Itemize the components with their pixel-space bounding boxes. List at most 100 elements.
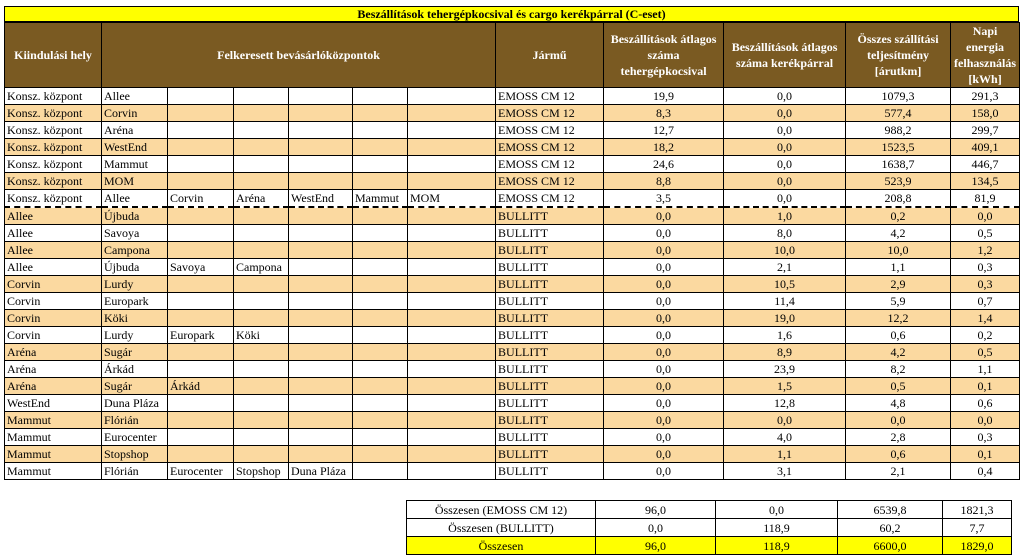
cell-c2 [167, 87, 234, 105]
cell-c5 [352, 121, 408, 139]
cell-energy: 0,5 [950, 224, 1021, 242]
cell-c2 [167, 138, 234, 156]
cell-origin: WestEnd [4, 394, 102, 412]
cell-c1: Sugár [101, 377, 168, 395]
cell-c3: Aréna [233, 189, 289, 208]
cell-c3 [233, 172, 289, 190]
totals-cell-perf: 60,2 [837, 518, 943, 537]
cell-c4 [288, 87, 353, 105]
cell-c5 [352, 445, 408, 463]
cell-perf: 1638,7 [845, 155, 952, 173]
cell-vehicle: BULLITT [495, 309, 605, 327]
cell-energy: 0,1 [950, 377, 1021, 395]
cell-c5 [352, 258, 408, 276]
cell-c6 [406, 428, 497, 446]
cell-c4 [288, 224, 353, 242]
cell-c1: Sugár [101, 343, 168, 361]
cell-c6 [406, 172, 497, 190]
cell-c1: Lurdy [101, 275, 168, 293]
cell-c1: Savoya [101, 224, 168, 242]
cell-c6 [406, 343, 497, 361]
cell-c5 [352, 155, 408, 173]
cell-vehicle: BULLITT [495, 445, 605, 463]
cell-truck: 0,0 [603, 411, 725, 429]
cell-bike: 1,0 [723, 206, 847, 225]
table-row: Aréna Árkád BULLITT 0,0 23,9 8,2 1,1 [4, 360, 1021, 378]
cell-c3 [233, 360, 289, 378]
table-row: Aréna Sugár BULLITT 0,0 8,9 4,2 0,5 [4, 343, 1021, 361]
cell-bike: 1,1 [723, 445, 847, 463]
cell-perf: 1079,3 [845, 87, 952, 105]
cell-c5 [352, 275, 408, 293]
cell-c5 [352, 104, 408, 122]
cell-bike: 0,0 [723, 172, 847, 190]
cell-c3 [233, 87, 289, 105]
cell-truck: 0,0 [603, 462, 725, 480]
cell-perf: 577,4 [845, 104, 952, 122]
cell-c2: Árkád [167, 377, 234, 395]
cell-c1: Mammut [101, 155, 168, 173]
cell-c1: MOM [101, 172, 168, 190]
cell-c5 [352, 462, 408, 480]
cell-c6 [406, 258, 497, 276]
cell-bike: 4,0 [723, 428, 847, 446]
cell-vehicle: BULLITT [495, 394, 605, 412]
cell-c5 [352, 172, 408, 190]
cell-c1: Stopshop [101, 445, 168, 463]
cell-origin: Aréna [4, 343, 102, 361]
totals-cell-energy: 1821,3 [942, 500, 1012, 519]
cell-truck: 0,0 [603, 343, 725, 361]
cell-energy: 0,0 [950, 411, 1021, 429]
cell-vehicle: BULLITT [495, 428, 605, 446]
cell-energy: 291,3 [950, 87, 1021, 105]
cell-c1: Lurdy [101, 326, 168, 344]
cell-origin: Aréna [4, 377, 102, 395]
table-row: Corvin Europark BULLITT 0,0 11,4 5,9 0,7 [4, 292, 1021, 310]
cell-c4 [288, 172, 353, 190]
table-row: Allee Savoya BULLITT 0,0 8,0 4,2 0,5 [4, 224, 1021, 242]
cell-vehicle: EMOSS CM 12 [495, 87, 605, 105]
cell-c6 [406, 462, 497, 480]
cell-c3 [233, 206, 289, 225]
cell-c3 [233, 394, 289, 412]
cell-c1: Europark [101, 292, 168, 310]
cell-c2: Eurocenter [167, 462, 234, 480]
cell-perf: 0,0 [845, 411, 952, 429]
cell-bike: 3,1 [723, 462, 847, 480]
cell-truck: 3,5 [603, 189, 725, 208]
cell-c5 [352, 394, 408, 412]
table-row: Konsz. központ Corvin EMOSS CM 12 8,3 0,0 577… [4, 104, 1021, 122]
header-centers: Felkeresett bevásárlóközpontok [100, 22, 497, 88]
cell-c6 [406, 445, 497, 463]
header-origin: Kiindulási hely [4, 22, 102, 88]
cell-truck: 24,6 [603, 155, 725, 173]
cell-bike: 19,0 [723, 309, 847, 327]
cell-c1: WestEnd [101, 138, 168, 156]
cell-energy: 158,0 [950, 104, 1021, 122]
table-row: Konsz. központ MOM EMOSS CM 12 8,8 0,0 523,9 1… [4, 172, 1021, 190]
cell-origin: Allee [4, 241, 102, 259]
cell-vehicle: EMOSS CM 12 [495, 172, 605, 190]
cell-c3 [233, 224, 289, 242]
cell-origin: Konsz. központ [4, 87, 102, 105]
table-title: Beszállítások tehergépkocsival és cargo … [4, 6, 1019, 22]
cell-bike: 0,0 [723, 155, 847, 173]
cell-c4 [288, 138, 353, 156]
cell-origin: Corvin [4, 275, 102, 293]
table-row: Corvin Lurdy BULLITT 0,0 10,5 2,9 0,3 [4, 275, 1021, 293]
cell-energy: 1,2 [950, 241, 1021, 259]
totals-cell-label: Összesen (EMOSS CM 12) [406, 500, 596, 519]
cell-c4 [288, 155, 353, 173]
cell-c3 [233, 104, 289, 122]
cell-c5 [352, 224, 408, 242]
cell-c2 [167, 445, 234, 463]
cell-truck: 0,0 [603, 292, 725, 310]
totals-cell-energy: 1829,0 [942, 536, 1012, 555]
cell-vehicle: BULLITT [495, 360, 605, 378]
cell-bike: 0,0 [723, 87, 847, 105]
cell-c3 [233, 428, 289, 446]
cell-vehicle: BULLITT [495, 224, 605, 242]
cell-vehicle: BULLITT [495, 292, 605, 310]
cell-c2 [167, 104, 234, 122]
cell-c5 [352, 292, 408, 310]
